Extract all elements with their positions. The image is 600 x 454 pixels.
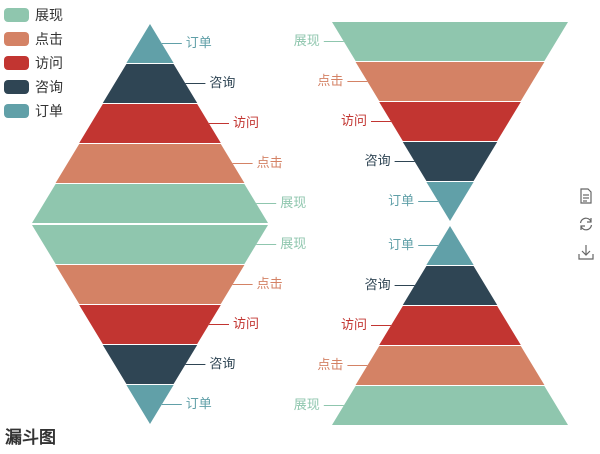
segment-label: 访问: [341, 114, 367, 129]
funnel-segment[interactable]: [32, 225, 268, 264]
legend-item-1[interactable]: 点击: [4, 27, 63, 51]
funnel-segment[interactable]: [402, 266, 498, 305]
segment-label: 咨询: [209, 76, 235, 91]
segment-label: 咨询: [365, 154, 391, 169]
funnel-segment[interactable]: [426, 182, 474, 221]
segment-label: 订单: [186, 397, 212, 412]
segment-label: 订单: [388, 194, 414, 209]
funnel-segment[interactable]: [55, 265, 245, 304]
funnel-segment[interactable]: [79, 305, 221, 344]
funnel-segment[interactable]: [79, 104, 221, 143]
segment-label: 订单: [388, 238, 414, 253]
segment-label: 咨询: [365, 278, 391, 293]
legend-swatch: [4, 32, 29, 46]
legend-swatch: [4, 56, 29, 70]
segment-label: 点击: [317, 358, 343, 373]
legend-item-3[interactable]: 咨询: [4, 75, 63, 99]
legend-label: 点击: [35, 32, 63, 48]
funnel-segment[interactable]: [102, 345, 198, 384]
legend-swatch: [4, 104, 29, 118]
legend: 展现 点击 访问 咨询 订单: [4, 3, 63, 123]
segment-label: 展现: [294, 398, 320, 413]
segment-label: 咨询: [209, 357, 235, 372]
funnel-segment[interactable]: [102, 64, 198, 103]
legend-swatch: [4, 80, 29, 94]
toolbox: [576, 186, 596, 270]
segment-label: 点击: [317, 74, 343, 89]
segment-label: 展现: [280, 237, 306, 252]
legend-label: 咨询: [35, 80, 63, 96]
funnel-segment[interactable]: [402, 142, 498, 181]
segment-label: 点击: [257, 156, 283, 171]
segment-label: 访问: [233, 116, 259, 131]
save-image-icon[interactable]: [576, 242, 596, 262]
funnel-segment[interactable]: [379, 102, 521, 141]
legend-label: 访问: [35, 56, 63, 72]
legend-item-4[interactable]: 订单: [4, 99, 63, 123]
segment-label: 点击: [257, 277, 283, 292]
segment-label: 展现: [294, 34, 320, 49]
legend-label: 订单: [35, 104, 63, 120]
funnel-segment[interactable]: [426, 226, 474, 265]
legend-item-0[interactable]: 展现: [4, 3, 63, 27]
funnel-segment[interactable]: [379, 306, 521, 345]
chart-title: 漏斗图: [5, 428, 56, 448]
restore-icon[interactable]: [576, 214, 596, 234]
segment-label: 展现: [280, 196, 306, 211]
legend-item-2[interactable]: 访问: [4, 51, 63, 75]
segment-label: 访问: [233, 317, 259, 332]
funnel-segment[interactable]: [332, 22, 568, 61]
segment-label: 访问: [341, 318, 367, 333]
segment-label: 订单: [186, 36, 212, 51]
funnel-segment[interactable]: [126, 24, 174, 63]
funnel-segment[interactable]: [332, 386, 568, 425]
funnel-segment[interactable]: [355, 346, 545, 385]
data-view-icon[interactable]: [576, 186, 596, 206]
funnel-segment[interactable]: [126, 385, 174, 424]
funnel-segment[interactable]: [32, 184, 268, 223]
funnel-segment[interactable]: [55, 144, 245, 183]
legend-swatch: [4, 8, 29, 22]
funnel-segment[interactable]: [355, 62, 545, 101]
legend-label: 展现: [35, 8, 63, 24]
